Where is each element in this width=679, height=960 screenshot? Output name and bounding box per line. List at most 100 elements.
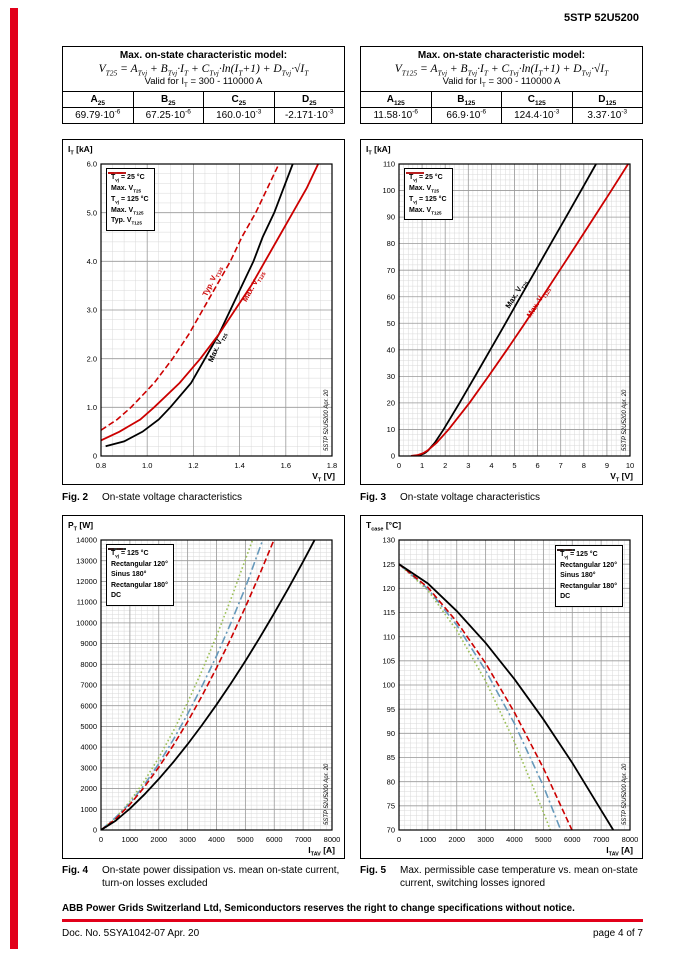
chart-fig5-case-temperature: 0 1000 2000 3000 4000 5000 6000 7000 8000 70 75 80 8… xyxy=(360,515,643,859)
figure-caption-text: On-state power dissipation vs. mean on-s… xyxy=(102,865,340,889)
y-tick-label: 5.0 xyxy=(87,208,97,217)
legend-entry: Max. VT25 xyxy=(108,172,149,195)
x-tick-label: 8 xyxy=(582,461,586,470)
model-valid-range: Valid for IT = 300 - 110000 A xyxy=(144,76,263,89)
curve-sinus180 xyxy=(399,563,562,830)
model-formula: VT125 = ATvj + BTvj·IT + CTvj·ln(IT+1) +… xyxy=(394,63,609,78)
legend-condition-label: Tvj = 125 °C xyxy=(111,196,149,205)
figure-caption-text: On-state voltage characteristics xyxy=(102,492,243,503)
model-section-25c: Max. on-state characteristic model: VT25… xyxy=(62,46,345,124)
y-tick-label: 10 xyxy=(387,425,395,434)
legend-entry-label: Max. VT25 xyxy=(111,184,142,193)
legend-entry-label: DC xyxy=(111,592,122,599)
figure-caption-fig2: Fig. 2 On-state voltage characteristics xyxy=(62,491,345,504)
coeff-header-c125: C125 xyxy=(501,91,573,108)
model-box-125c: Max. on-state characteristic model: VT12… xyxy=(360,46,643,92)
x-axis-label: ITAV [A] xyxy=(308,845,335,858)
y-tick-label: 105 xyxy=(382,656,395,665)
model-formula: VT25 = ATvj + BTvj·IT + CTvj·ln(IT+1) + … xyxy=(98,63,309,78)
coeff-header-a25: A25 xyxy=(62,91,134,108)
x-tick-label: 4000 xyxy=(506,835,523,844)
y-tick-label: 6000 xyxy=(80,701,97,710)
chart-fig3-on-state-voltage: 0 1 2 3 4 5 6 7 8 9 10 0 10 20 30 40 50 60 70 80 90 100 110 5ST… xyxy=(360,139,643,485)
x-tick-label: 6000 xyxy=(564,835,581,844)
y-tick-label: 20 xyxy=(387,399,395,408)
figure-label: Fig. 3 xyxy=(360,492,387,503)
legend-entry-label: Rectangular 120° xyxy=(560,561,617,569)
y-tick-label: 90 xyxy=(387,729,395,738)
coeff-header-c25: C25 xyxy=(203,91,275,108)
chart-fig4-power-dissipation: 0 1000 2000 3000 4000 5000 6000 7000 8000 0 1000 20… xyxy=(62,515,345,859)
coeff-header-b125: B125 xyxy=(430,91,502,108)
legend-entry-label: Max. VT125 xyxy=(111,206,144,215)
figure-label: Fig. 4 xyxy=(62,865,89,876)
figure-caption-text: On-state voltage characteristics xyxy=(400,492,541,503)
figure-caption-fig4: Fig. 4 On-state power dissipation vs. me… xyxy=(62,864,345,890)
x-tick-label: 1.0 xyxy=(142,461,152,470)
x-tick-label: 6 xyxy=(536,461,540,470)
y-tick-label: 115 xyxy=(383,608,395,617)
y-tick-label: 90 xyxy=(387,213,395,222)
figure-caption-fig3: Fig. 3 On-state voltage characteristics xyxy=(360,491,643,504)
coeff-value-a25: 69.79·10-6 xyxy=(62,107,134,124)
coefficient-table-25c: A25 B25 C25 D25 69.79·10-6 67.25·10-6 16… xyxy=(62,91,345,124)
model-valid-range: Valid for IT = 300 - 110000 A xyxy=(442,76,561,89)
figure-label: Fig. 2 xyxy=(62,492,89,503)
y-axis-label: IT [kA] xyxy=(68,144,93,157)
y-tick-label: 75 xyxy=(387,801,395,810)
page-title: 5STP 52U5200 xyxy=(563,12,639,24)
x-tick-label: 7000 xyxy=(593,835,610,844)
x-tick-label: 5000 xyxy=(237,835,254,844)
chart-fig2-on-state-voltage: 0.8 1.0 1.2 1.4 1.6 1.8 0 1.0 2.0 3.0 4.0 5.0 6.0 5ST… xyxy=(62,139,345,485)
model-box-25c: Max. on-state characteristic model: VT25… xyxy=(62,46,345,92)
legend-entry: DC xyxy=(557,549,617,603)
legend-entry: Max. VT125 xyxy=(406,172,447,217)
legend-entry-label: Sinus 180° xyxy=(560,572,596,579)
figure-caption-text: Max. permissible case temperature vs. me… xyxy=(400,865,638,889)
y-tick-label: 12000 xyxy=(76,577,97,586)
x-tick-label: 6000 xyxy=(266,835,283,844)
y-axis-label: Tcase [°C] xyxy=(366,520,402,533)
y-tick-label: 0 xyxy=(391,452,395,461)
legend-condition-label: Tvj = 25 °C xyxy=(409,174,443,183)
chart-canvas-fig2-on-state-voltage: 0.8 1.0 1.2 1.4 1.6 1.8 0 1.0 2.0 3.0 4.0 5.0 6.0 5ST… xyxy=(87,160,338,470)
legend-line-sample xyxy=(406,172,424,174)
y-axis-label: IT [kA] xyxy=(366,144,391,157)
chart-canvas-fig5-case-temperature: 0 1000 2000 3000 4000 5000 6000 7000 8000 70 75 80 8… xyxy=(382,536,638,844)
model-title: Max. on-state characteristic model: xyxy=(119,50,288,61)
x-tick-label: 1.8 xyxy=(327,461,337,470)
doc-number: Doc. No. 5SYA1042-07 Apr. 20 xyxy=(62,928,200,939)
y-tick-label: 100 xyxy=(382,681,395,690)
legend-entry: Max. VT25 xyxy=(406,172,447,195)
legend-entry-label: Sinus 180° xyxy=(111,571,147,578)
legend-line-sample xyxy=(108,172,126,174)
chart-watermark: 5STP 52U5200 Apr. 20 xyxy=(324,763,330,825)
x-tick-label: 5000 xyxy=(535,835,552,844)
x-tick-label: 1000 xyxy=(420,835,437,844)
y-tick-label: 11000 xyxy=(77,598,97,607)
y-tick-label: 2.0 xyxy=(87,354,97,363)
x-tick-label: 7000 xyxy=(295,835,312,844)
legend-entry-label: Max. VT25 xyxy=(409,184,440,193)
coeff-header-a125: A125 xyxy=(360,91,432,108)
x-tick-label: 2 xyxy=(443,461,447,470)
chart-legend: Tvj = 25 °C Max. VT25 Tvj = 125 °C Max. VT1… xyxy=(106,168,155,231)
y-tick-label: 50 xyxy=(387,319,395,328)
footer-red-divider xyxy=(62,919,643,922)
y-axis-label: PT [W] xyxy=(68,520,94,533)
y-tick-label: 10000 xyxy=(76,618,97,627)
y-tick-label: 8000 xyxy=(80,660,97,669)
x-tick-label: 1.4 xyxy=(234,461,244,470)
legend-entry-label: Rectangular 180° xyxy=(111,581,168,589)
x-tick-label: 1000 xyxy=(122,835,139,844)
legend-entry-label: Rectangular 120° xyxy=(111,560,168,568)
x-tick-label: 3000 xyxy=(477,835,494,844)
y-tick-label: 30 xyxy=(387,372,395,381)
chart-watermark: 5STP 52U5200 Apr. 20 xyxy=(622,389,628,451)
legend-entry: Rectangular 180° xyxy=(108,548,168,592)
coeff-value-d125: 3.37·10-3 xyxy=(571,107,643,124)
legend-entry-label: DC xyxy=(560,593,571,600)
curve-dc xyxy=(399,563,615,830)
curve-dc xyxy=(101,540,316,830)
